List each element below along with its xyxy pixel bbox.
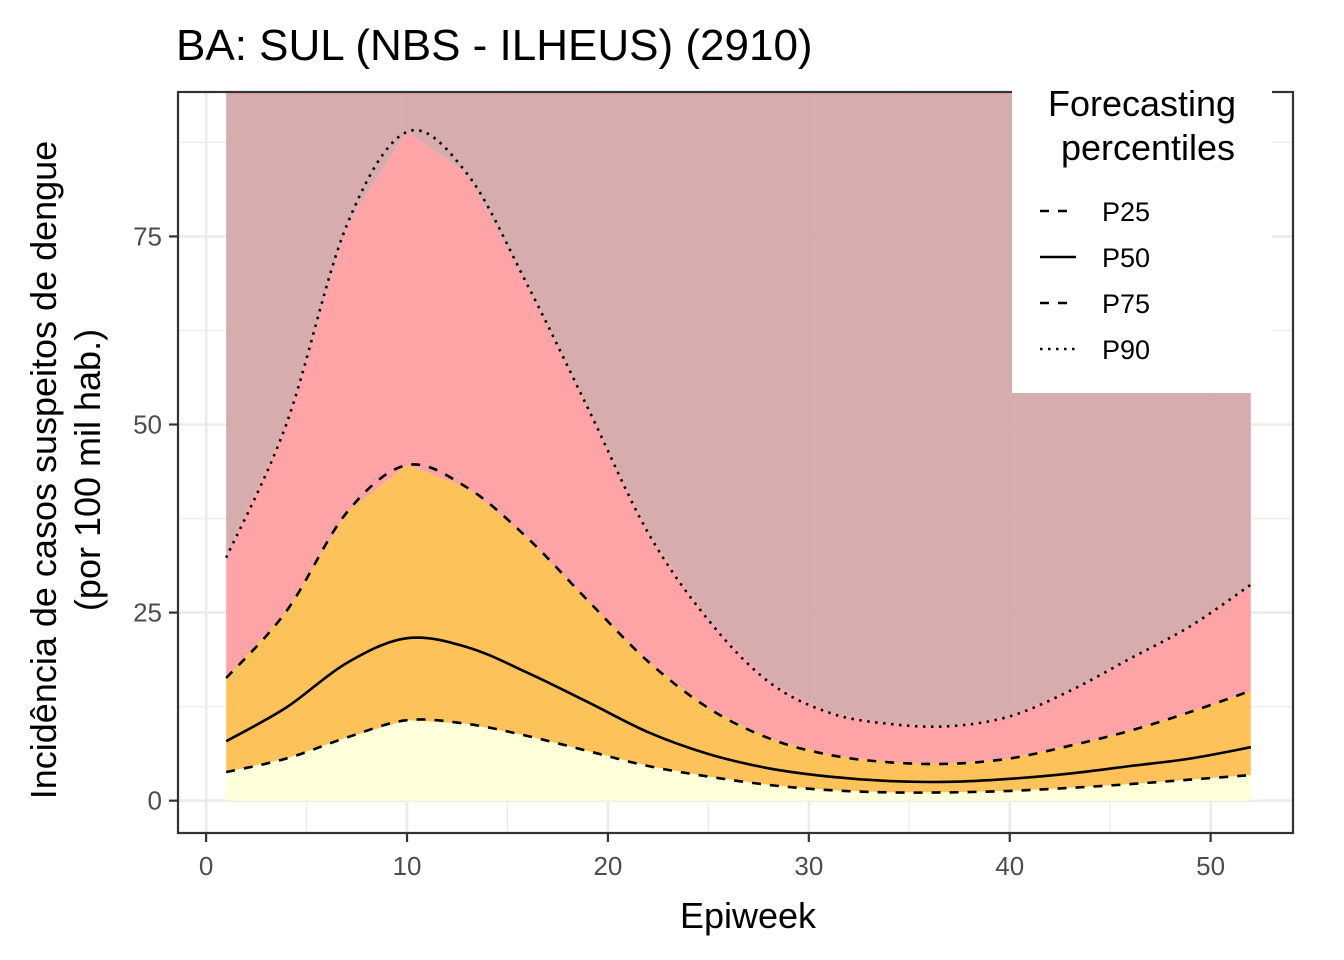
- series-line-p90: [225, 128, 1252, 728]
- x-tick-label: 40: [995, 851, 1024, 881]
- x-axis-title: Epiweek: [680, 895, 817, 936]
- ribbon-above-p90: [226, 92, 1251, 727]
- legend-label-p75: P75: [1102, 289, 1150, 319]
- ribbon-p25-p75: [226, 465, 1251, 793]
- x-axis: 0 10 20 30 40 50: [199, 833, 1225, 881]
- legend: Forecasting percentiles P25 P50 P75 P90: [1012, 82, 1272, 393]
- legend-title-line2: percentiles: [1061, 127, 1235, 168]
- series-line-p25: [225, 718, 1251, 794]
- chart-title: BA: SUL (NBS - ILHEUS) (2910): [176, 21, 813, 70]
- y-axis-title-line2: (por 100 mil hab.): [67, 329, 108, 611]
- y-tick-label: 50: [133, 410, 162, 440]
- x-tick-label: 20: [593, 851, 622, 881]
- y-axis-title-line1: Incidência de casos suspeitos de dengue: [23, 141, 64, 799]
- ribbon-below-p25: [226, 720, 1251, 801]
- ribbon-p75-p90: [226, 131, 1251, 764]
- y-axis: 0 25 50 75: [133, 221, 178, 816]
- legend-label-p25: P25: [1102, 197, 1150, 227]
- legend-label-p90: P90: [1102, 335, 1150, 365]
- series-line-p50: [225, 636, 1252, 784]
- y-tick-label: 75: [133, 221, 162, 251]
- panel-border: [176, 90, 1295, 835]
- y-tick-label: 25: [133, 598, 162, 628]
- x-tick-label: 30: [794, 851, 823, 881]
- legend-entries: P25 P50 P75 P90: [1040, 197, 1150, 365]
- series-line-p75: [225, 463, 1252, 766]
- y-axis-title: Incidência de casos suspeitos de dengue …: [23, 141, 108, 799]
- legend-background: [1012, 82, 1272, 393]
- y-tick-label: 0: [148, 786, 162, 816]
- x-tick-label: 10: [393, 851, 422, 881]
- x-tick-label: 50: [1196, 851, 1225, 881]
- x-tick-label: 0: [199, 851, 213, 881]
- legend-label-p50: P50: [1102, 243, 1150, 273]
- legend-title-line1: Forecasting: [1048, 83, 1236, 124]
